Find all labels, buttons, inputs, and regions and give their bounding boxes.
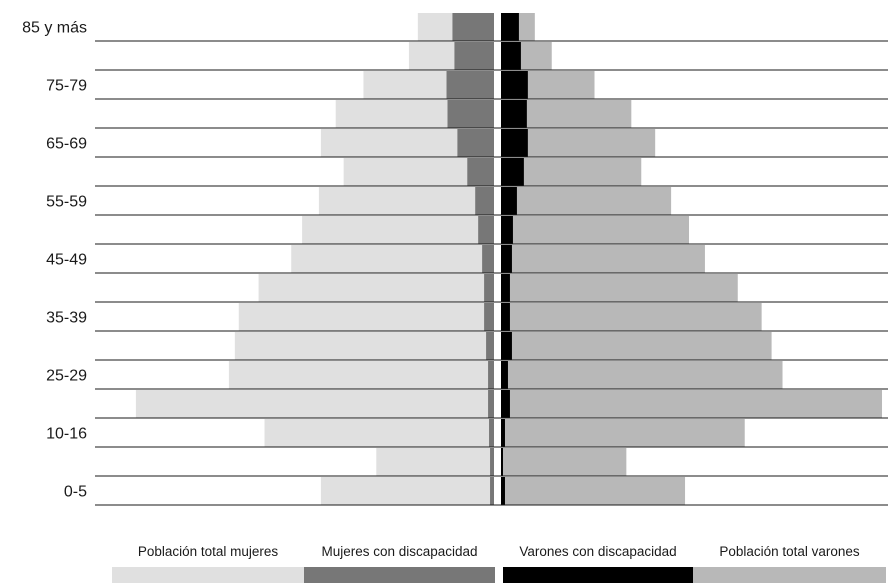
bar-mujeres-total xyxy=(318,187,494,215)
bar-varones-discapacidad xyxy=(501,42,521,70)
y-tick-label: 10-16 xyxy=(46,426,87,443)
bar-varones-discapacidad xyxy=(501,274,510,302)
bar-varones-discapacidad xyxy=(501,390,510,418)
bar-mujeres-total xyxy=(291,245,494,273)
bar-mujeres-total xyxy=(264,419,494,447)
legend-item-mujeres-total: Población total mujeres xyxy=(112,540,304,583)
legend-label: Población total mujeres xyxy=(137,544,279,559)
bar-mujeres-discapacidad xyxy=(446,71,494,99)
y-tick-label: 85 y más xyxy=(22,20,87,37)
bar-varones-discapacidad xyxy=(501,100,527,128)
bar-varones-discapacidad xyxy=(501,303,510,331)
bar-varones-total xyxy=(501,390,883,418)
bar-varones-total xyxy=(501,274,738,302)
bar-varones-total xyxy=(501,477,686,505)
y-tick-label: 45-49 xyxy=(46,252,87,269)
bar-varones-discapacidad xyxy=(501,332,512,360)
bar-mujeres-total xyxy=(376,448,494,476)
bar-varones-total xyxy=(501,158,642,186)
bar-mujeres-discapacidad xyxy=(452,13,494,41)
y-tick-labels: 0-5 10-16 25-29 35-39 45-49 55-59 65-69 75-79 85… xyxy=(22,20,87,501)
bar-varones-discapacidad xyxy=(501,158,524,186)
legend-swatch xyxy=(304,567,495,583)
y-tick-label: 55-59 xyxy=(46,194,87,211)
legend-label: Población total varones xyxy=(719,544,860,559)
legend-swatch xyxy=(693,567,886,583)
bar-mujeres-discapacidad xyxy=(475,187,494,215)
bar-mujeres-total xyxy=(238,303,494,331)
bar-mujeres-discapacidad xyxy=(454,42,494,70)
bar-mujeres-discapacidad xyxy=(482,245,494,273)
bar-mujeres-discapacidad xyxy=(488,361,494,389)
bar-varones-total xyxy=(501,216,690,244)
bar-varones-total xyxy=(501,187,672,215)
bar-varones-total xyxy=(501,332,772,360)
y-tick-label: 35-39 xyxy=(46,310,87,327)
legend-item-varones-total: Población total varones xyxy=(693,540,886,583)
legend-label: Varones con discapacidad xyxy=(519,544,677,559)
bar-varones-discapacidad xyxy=(501,448,503,476)
bar-varones-total xyxy=(501,361,783,389)
bar-varones-discapacidad xyxy=(501,419,505,447)
bar-mujeres-discapacidad xyxy=(486,332,494,360)
bar-mujeres-discapacidad xyxy=(457,129,494,157)
bar-mujeres-discapacidad xyxy=(490,448,494,476)
bar-varones-discapacidad xyxy=(501,216,513,244)
y-tick-label: 65-69 xyxy=(46,136,87,153)
bar-mujeres-total xyxy=(234,332,494,360)
bar-varones-discapacidad xyxy=(501,361,508,389)
grid-layer xyxy=(95,40,888,506)
bar-mujeres-discapacidad xyxy=(447,100,494,128)
bar-mujeres-total xyxy=(258,274,494,302)
bar-varones-discapacidad xyxy=(501,245,512,273)
bar-varones-total xyxy=(501,419,745,447)
legend-label: Mujeres con discapacidad xyxy=(321,544,478,559)
bar-mujeres-discapacidad xyxy=(467,158,494,186)
legend-swatch xyxy=(112,567,304,583)
legend: Población total mujeres Mujeres con disc… xyxy=(112,540,886,583)
bar-mujeres-total xyxy=(228,361,494,389)
bar-varones-total xyxy=(501,448,627,476)
bar-mujeres-discapacidad xyxy=(488,390,494,418)
bar-varones-total xyxy=(501,303,762,331)
legend-swatch xyxy=(503,567,693,583)
bar-varones-discapacidad xyxy=(501,13,519,41)
bars-layer xyxy=(135,13,883,505)
population-pyramid-chart: 0-5 10-16 25-29 35-39 45-49 55-59 65-69 75-79 85… xyxy=(22,13,888,506)
bar-mujeres-discapacidad xyxy=(484,274,494,302)
bar-varones-total xyxy=(501,245,705,273)
bar-mujeres-total xyxy=(135,390,494,418)
legend-item-mujeres-discapacidad: Mujeres con discapacidad xyxy=(304,540,495,583)
bar-varones-discapacidad xyxy=(501,477,505,505)
bar-mujeres-total xyxy=(302,216,494,244)
bar-varones-discapacidad xyxy=(501,129,528,157)
bar-mujeres-discapacidad xyxy=(484,303,494,331)
bar-mujeres-discapacidad xyxy=(478,216,494,244)
bar-varones-discapacidad xyxy=(501,71,528,99)
bar-varones-discapacidad xyxy=(501,187,517,215)
bar-mujeres-discapacidad xyxy=(489,419,494,447)
bar-mujeres-discapacidad xyxy=(490,477,494,505)
bar-mujeres-total xyxy=(320,477,494,505)
legend-item-varones-discapacidad: Varones con discapacidad xyxy=(503,540,693,583)
y-tick-label: 25-29 xyxy=(46,368,87,385)
y-tick-label: 0-5 xyxy=(64,484,87,501)
y-tick-label: 75-79 xyxy=(46,78,87,95)
